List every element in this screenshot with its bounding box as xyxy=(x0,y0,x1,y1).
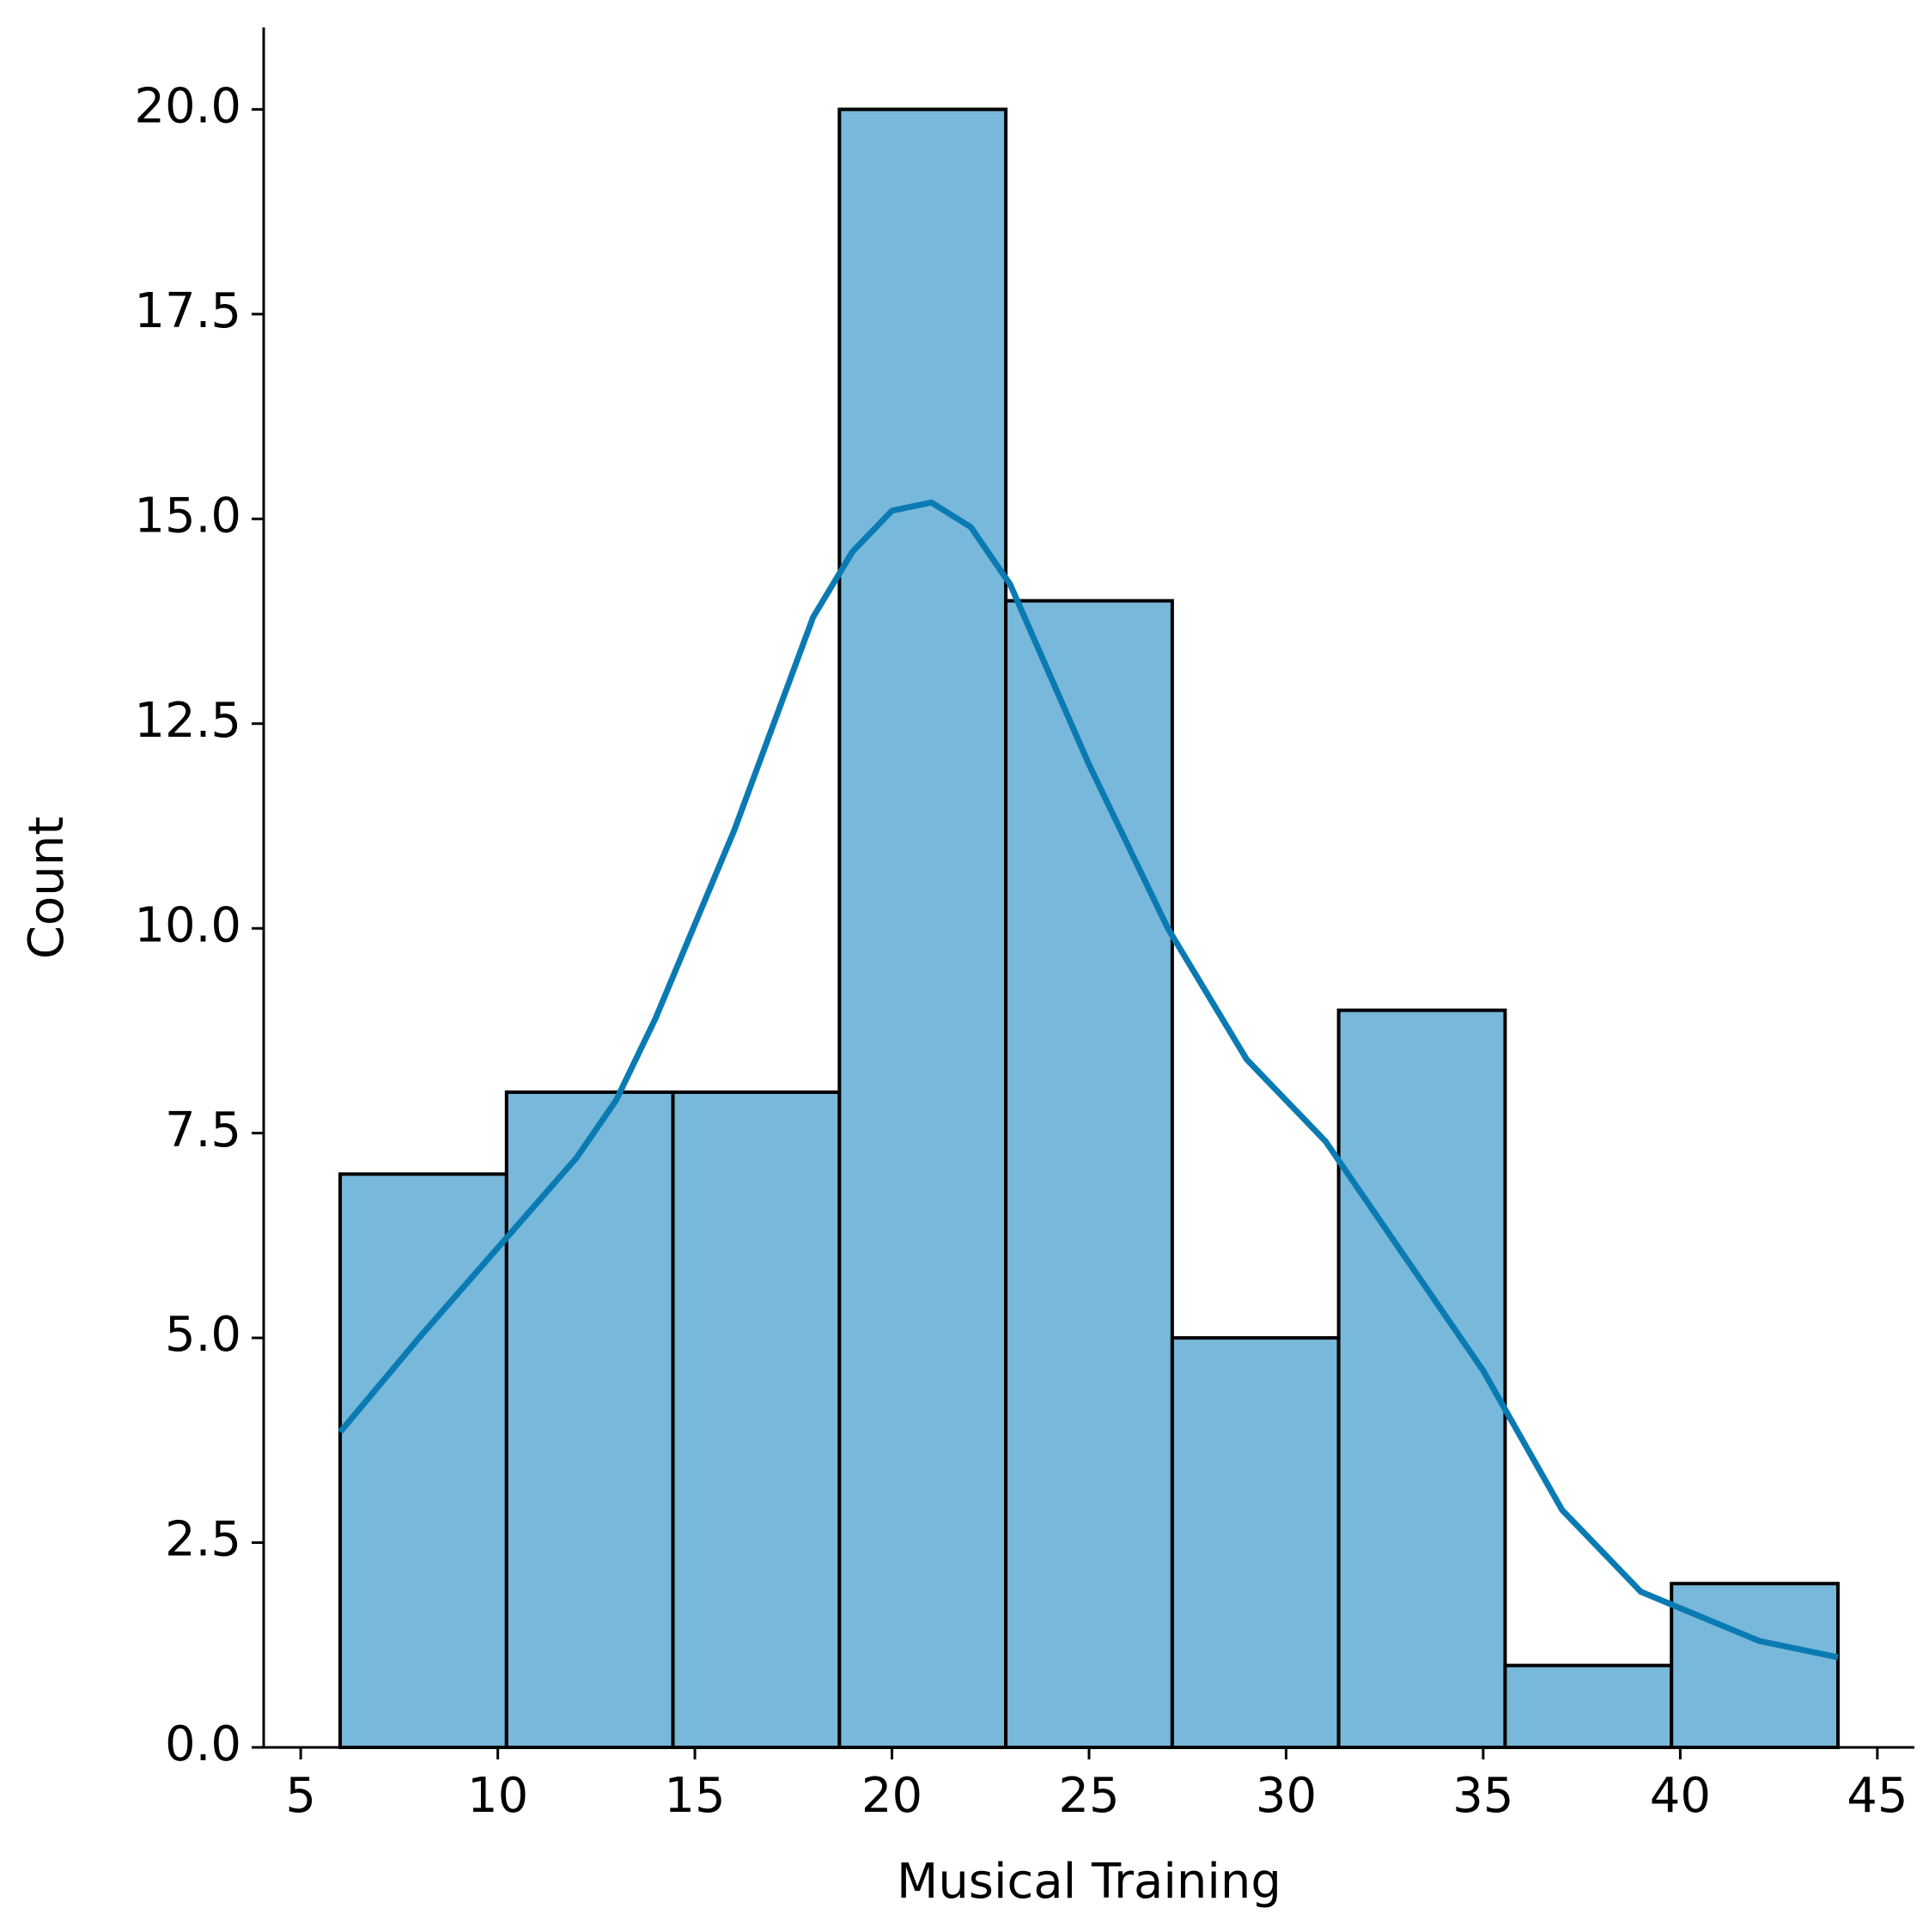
y-tick-label: 2.5 xyxy=(165,1512,241,1568)
x-axis-label: Musical Training xyxy=(897,1854,1281,1910)
y-tick-label: 10.0 xyxy=(134,897,241,953)
bar xyxy=(1004,598,1174,1750)
y-tick-label: 0.0 xyxy=(165,1716,241,1772)
bar xyxy=(1170,1336,1341,1749)
bar xyxy=(1336,1008,1507,1749)
bar xyxy=(338,1172,508,1750)
bar xyxy=(1503,1663,1674,1749)
y-axis-label: Count xyxy=(19,817,75,959)
y-tick-label: 12.5 xyxy=(134,693,241,749)
y-tick-label: 5.0 xyxy=(165,1307,241,1363)
x-tick-label: 20 xyxy=(861,1768,922,1824)
bar xyxy=(671,1090,842,1749)
x-tick-label: 25 xyxy=(1058,1768,1119,1824)
y-tick-label: 15.0 xyxy=(134,488,241,544)
y-tick-label: 17.5 xyxy=(134,283,241,339)
bar xyxy=(504,1090,675,1749)
x-tick-label: 30 xyxy=(1256,1768,1317,1824)
x-tick-label: 45 xyxy=(1847,1768,1908,1824)
x-tick-label: 40 xyxy=(1650,1768,1711,1824)
x-tick-label: 35 xyxy=(1452,1768,1513,1824)
kde-line xyxy=(338,499,1839,1661)
y-tick-label: 20.0 xyxy=(134,79,241,135)
bar xyxy=(837,107,1008,1749)
y-tick-label: 7.5 xyxy=(165,1103,241,1158)
bar xyxy=(1670,1582,1840,1749)
x-tick-label: 5 xyxy=(285,1768,316,1824)
x-tick-label: 15 xyxy=(664,1768,725,1824)
x-tick-label: 10 xyxy=(467,1768,528,1824)
